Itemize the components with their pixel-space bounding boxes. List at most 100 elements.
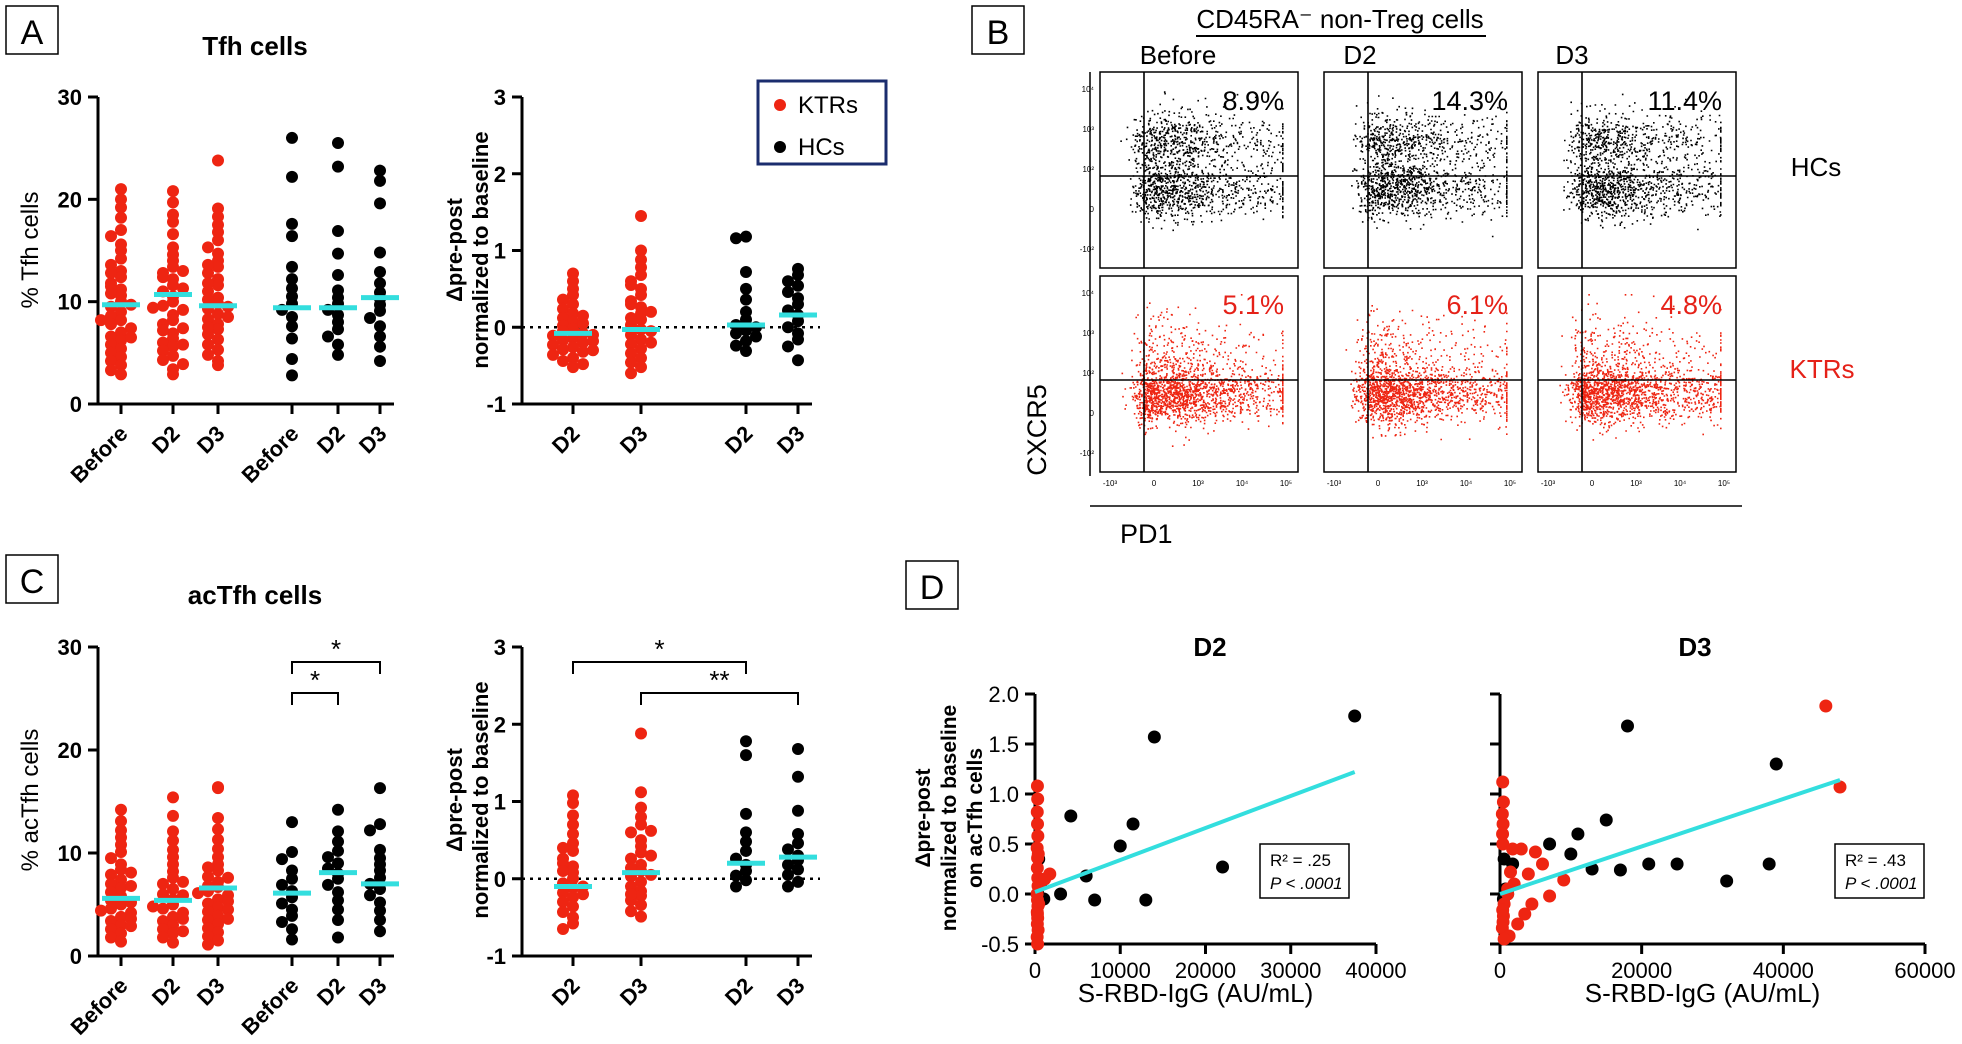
ktr-data-point xyxy=(167,340,179,353)
ktr-data-point xyxy=(1819,699,1833,713)
hc-data-point xyxy=(1762,857,1776,871)
ktr-data-point xyxy=(635,818,647,831)
ktr-data-point xyxy=(1521,867,1535,881)
ktr-data-point xyxy=(157,353,169,366)
y-tick-label: 10 xyxy=(58,290,82,315)
ktr-data-point xyxy=(105,267,117,280)
hc-data-point xyxy=(782,275,794,288)
hc-data-point xyxy=(332,137,344,150)
ktr-data-point xyxy=(1496,775,1510,789)
ktr-data-point xyxy=(202,905,214,918)
hc-data-point xyxy=(276,897,288,910)
ktr-data-point xyxy=(105,852,117,865)
hc-data-point xyxy=(1543,837,1557,851)
facs-y-tick-label: 10⁴ xyxy=(1082,289,1095,298)
ktr-data-point xyxy=(1031,847,1045,861)
ktr-data-point xyxy=(222,903,234,916)
x-tick-label: D2 xyxy=(547,973,585,1011)
ktr-data-point xyxy=(212,918,224,931)
ktr-data-point xyxy=(105,868,117,881)
hc-data-point xyxy=(1670,857,1684,871)
ktr-data-point xyxy=(167,834,179,847)
hc-data-point xyxy=(1126,817,1140,831)
legend-hc-marker xyxy=(774,141,786,153)
hc-data-point xyxy=(286,369,298,382)
hc-data-point xyxy=(286,170,298,183)
facs-col-d2: D2 xyxy=(1343,40,1376,70)
hc-data-point xyxy=(364,889,376,902)
ktr-data-point xyxy=(587,335,599,348)
ktr-data-point xyxy=(645,824,657,837)
facs-x-tick-label: 0 xyxy=(1376,479,1381,488)
ktr-data-point xyxy=(125,866,137,879)
stats-p: P < .0001 xyxy=(1270,874,1343,893)
y-tick-label: 0 xyxy=(70,944,82,969)
significance-bracket xyxy=(572,661,747,674)
significance-label: * xyxy=(310,665,320,695)
ktr-data-point xyxy=(567,307,579,320)
y-tick-label: 3 xyxy=(494,85,506,110)
ktr-data-point xyxy=(167,215,179,228)
ktr-data-point xyxy=(645,305,657,318)
facs-y-tick-label: 10³ xyxy=(1082,125,1094,134)
ktr-data-point xyxy=(95,904,107,917)
ktr-data-point xyxy=(635,209,647,222)
ktr-data-point xyxy=(1497,932,1511,946)
hc-data-point xyxy=(332,886,344,899)
facs-panel: CD45RA⁻ non-Treg cells Before D2 D3 HCs … xyxy=(1022,4,1855,549)
y-tick-label: 0 xyxy=(494,867,506,892)
ktr-data-point xyxy=(177,322,189,335)
hc-data-point xyxy=(332,903,344,916)
y-axis-label: % acTfh cells xyxy=(17,729,44,872)
ktr-data-point xyxy=(635,786,647,799)
y-tick-label: 0.5 xyxy=(988,832,1019,857)
ktr-data-point xyxy=(177,358,189,371)
ktr-data-point xyxy=(177,912,189,925)
ktr-data-point xyxy=(212,842,224,855)
facs-quadrant-percent: 4.8% xyxy=(1660,290,1722,320)
hc-data-point xyxy=(276,853,288,866)
ktr-data-point xyxy=(1031,792,1045,806)
ktr-data-point xyxy=(115,359,127,372)
hc-data-point xyxy=(332,225,344,238)
ktr-data-point xyxy=(1543,889,1557,903)
panel-A-title: Tfh cells xyxy=(202,31,307,61)
stats-r2: R² = .25 xyxy=(1270,851,1331,870)
ktr-data-point xyxy=(157,931,169,944)
ktr-data-point xyxy=(567,891,579,904)
y-axis-label-line3: on acTfh cells xyxy=(964,748,987,888)
ktr-data-point xyxy=(115,252,127,265)
x-tick-label: D2 xyxy=(147,421,185,459)
panel-B-box xyxy=(971,5,1025,55)
facs-x-tick-label: 0 xyxy=(1590,479,1595,488)
hc-data-point xyxy=(332,857,344,870)
ktr-data-point xyxy=(177,338,189,351)
ktr-data-point xyxy=(635,313,647,326)
hc-data-point xyxy=(792,298,804,311)
panel-D-box xyxy=(905,560,959,610)
hc-data-point xyxy=(792,837,804,850)
ktr-data-point xyxy=(635,361,647,374)
hc-data-point xyxy=(730,232,742,245)
ktr-data-point xyxy=(567,844,579,857)
ktr-data-point xyxy=(567,341,579,354)
hc-data-point xyxy=(374,197,386,210)
y-tick-label: 2 xyxy=(494,712,506,737)
ktr-data-point xyxy=(212,279,224,292)
ktr-data-point xyxy=(177,875,189,888)
hc-data-point xyxy=(332,338,344,351)
ktr-data-point xyxy=(212,823,224,836)
ktr-data-point xyxy=(635,351,647,364)
x-tick-label: D3 xyxy=(772,421,810,459)
ktr-data-point xyxy=(557,343,569,356)
y-tick-label: 30 xyxy=(58,635,82,660)
facs-events xyxy=(1345,305,1508,441)
facs-x-tick-label: -10³ xyxy=(1327,479,1342,488)
hc-data-point xyxy=(374,904,386,917)
ktr-data-point xyxy=(567,827,579,840)
ktr-data-point xyxy=(1031,829,1045,843)
hc-data-point xyxy=(782,858,794,871)
hc-data-point xyxy=(740,345,752,358)
ktr-data-point xyxy=(1518,907,1532,921)
hc-data-point xyxy=(374,174,386,187)
